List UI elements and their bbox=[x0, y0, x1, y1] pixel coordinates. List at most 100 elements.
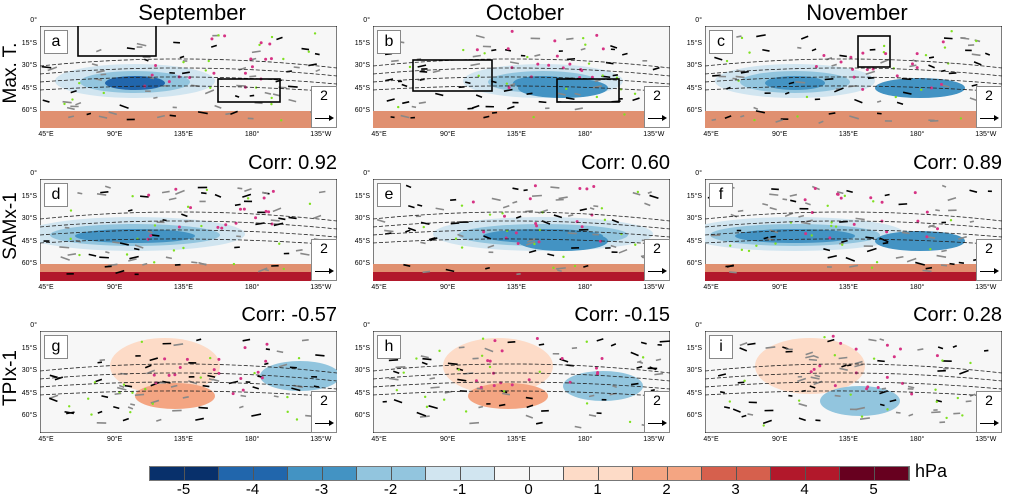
reference-arrow-icon bbox=[315, 115, 334, 120]
lon-tick-label: 135°W bbox=[975, 284, 997, 291]
wind-vector bbox=[273, 222, 284, 227]
wind-vector bbox=[798, 417, 806, 422]
wind-vector bbox=[198, 406, 208, 409]
wind-vector bbox=[411, 105, 417, 109]
reference-vector-box: 2 bbox=[976, 391, 1002, 433]
wind-vector bbox=[632, 97, 640, 102]
wind-vector bbox=[182, 396, 189, 399]
wind-vector bbox=[831, 63, 837, 67]
precip-contour-mark bbox=[601, 74, 604, 77]
wind-vector bbox=[288, 85, 298, 88]
wind-vector bbox=[814, 374, 821, 378]
wind-vector bbox=[428, 236, 436, 241]
wind-vector bbox=[49, 374, 58, 379]
wind-vector bbox=[838, 242, 844, 245]
precip-contour-mark bbox=[860, 415, 864, 418]
wind-vector bbox=[491, 48, 497, 52]
wind-vector bbox=[208, 378, 214, 381]
precip-contour-mark bbox=[935, 400, 938, 403]
lon-tick-label: 180° bbox=[244, 284, 260, 291]
colorbar-tick-label: 2 bbox=[662, 481, 671, 498]
lat-tick-label: 45°S bbox=[354, 84, 370, 92]
lon-tick-label: 45°E bbox=[371, 436, 387, 443]
precip-contour-mark bbox=[68, 405, 71, 408]
wind-vector bbox=[305, 414, 313, 417]
wind-vector bbox=[98, 115, 108, 119]
wind-vector bbox=[654, 372, 664, 376]
wind-vector bbox=[865, 236, 874, 239]
lat-tick-label: 30°S bbox=[354, 367, 370, 374]
wind-vector bbox=[86, 112, 92, 116]
wind-vector bbox=[884, 193, 890, 197]
wind-vector bbox=[393, 398, 403, 404]
wind-vector bbox=[293, 66, 300, 69]
colorbar-segment bbox=[667, 467, 702, 480]
precip-contour-mark bbox=[241, 388, 245, 392]
wind-vector bbox=[408, 204, 415, 209]
precip-contour-mark bbox=[880, 200, 884, 204]
wind-vector bbox=[147, 230, 153, 234]
precip-contour-mark bbox=[264, 359, 268, 363]
precip-contour-mark bbox=[884, 52, 888, 56]
contour-line bbox=[705, 229, 1002, 238]
precip-contour-mark bbox=[457, 368, 460, 371]
wind-vector bbox=[153, 96, 158, 100]
map-plot bbox=[373, 179, 670, 281]
wind-vector bbox=[736, 35, 742, 38]
anomaly-negative-core bbox=[735, 229, 855, 243]
wind-vector bbox=[726, 264, 734, 268]
wind-vector bbox=[97, 410, 103, 414]
precip-contour-mark bbox=[271, 189, 275, 193]
lat-tick-label: 60°S bbox=[21, 107, 37, 114]
wind-vector bbox=[547, 253, 555, 257]
contour-line bbox=[705, 381, 1002, 390]
wind-vector bbox=[119, 104, 129, 109]
wind-vector bbox=[484, 347, 494, 353]
wind-vector bbox=[315, 354, 325, 357]
precip-contour-mark bbox=[425, 405, 429, 409]
precip-contour-mark bbox=[488, 359, 492, 363]
wind-vector bbox=[929, 224, 937, 229]
precip-contour-mark bbox=[813, 186, 817, 190]
wind-vector bbox=[579, 208, 588, 212]
wind-vector bbox=[465, 81, 471, 85]
colorbar-tick-label: -3 bbox=[314, 481, 329, 498]
precip-contour-mark bbox=[915, 52, 919, 56]
wind-vector bbox=[943, 367, 949, 370]
lon-tick-label: 45°E bbox=[38, 436, 54, 443]
lat-tick-label: 60°S bbox=[21, 412, 37, 419]
wind-vector bbox=[62, 100, 72, 104]
precip-contour-mark bbox=[253, 371, 256, 375]
wind-vector bbox=[880, 58, 890, 64]
precip-contour-mark bbox=[959, 117, 963, 120]
region-box bbox=[556, 78, 620, 103]
precip-contour-mark bbox=[555, 54, 559, 58]
wind-vector bbox=[416, 411, 427, 417]
wind-vector bbox=[790, 199, 797, 203]
precip-contour-mark bbox=[502, 214, 506, 218]
precip-contour-mark bbox=[210, 37, 214, 41]
reference-arrow-icon bbox=[980, 268, 999, 273]
wind-vector bbox=[525, 209, 533, 213]
wind-vector bbox=[940, 264, 948, 267]
wind-vector bbox=[593, 205, 599, 208]
wind-vector bbox=[809, 385, 816, 389]
precip-contour-mark bbox=[941, 40, 945, 44]
wind-vector bbox=[150, 234, 160, 237]
lon-tick-label: 90°E bbox=[772, 284, 788, 291]
wind-vector bbox=[457, 378, 467, 382]
precip-contour-mark bbox=[534, 222, 538, 226]
precip-contour-mark bbox=[270, 96, 273, 100]
precip-contour-mark bbox=[238, 207, 242, 211]
precip-contour-mark bbox=[598, 239, 602, 243]
colorbar-unit: hPa bbox=[915, 461, 948, 481]
precip-contour-mark bbox=[834, 225, 838, 228]
precip-contour-mark bbox=[580, 68, 584, 72]
wind-vector bbox=[523, 189, 528, 192]
wind-vector bbox=[798, 214, 805, 218]
lon-tick-label: 180° bbox=[577, 436, 593, 443]
lat-tick-label: 15°S bbox=[354, 192, 370, 200]
